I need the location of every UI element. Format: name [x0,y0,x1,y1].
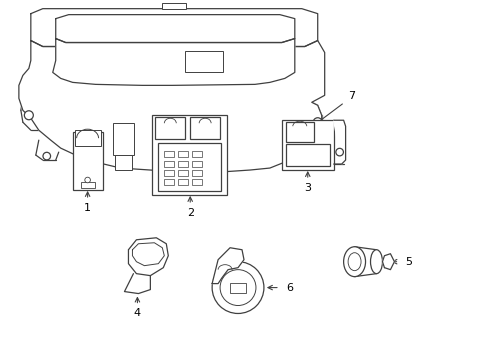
Bar [178,170,188,176]
Bar [192,179,202,185]
Bar [286,144,330,166]
Bar [164,161,174,167]
Circle shape [313,118,322,127]
Bar [155,123,177,155]
Bar [157,155,175,170]
Ellipse shape [348,253,361,271]
Polygon shape [53,39,295,85]
Bar [286,122,314,142]
Bar [164,179,174,185]
Circle shape [212,262,264,314]
Polygon shape [128,238,168,276]
Text: 1: 1 [84,203,91,213]
Circle shape [336,148,343,156]
Bar [178,151,188,157]
Polygon shape [124,274,150,293]
Text: 4: 4 [134,309,141,319]
Bar [164,170,174,176]
Circle shape [85,177,90,183]
Text: 5: 5 [405,257,412,267]
Polygon shape [56,15,295,42]
Bar [178,179,188,185]
Bar [282,120,334,170]
Bar [164,151,174,157]
Bar [200,155,218,170]
Polygon shape [334,120,345,164]
Bar [185,50,223,72]
Text: 3: 3 [304,183,311,193]
Bar [178,161,188,167]
Polygon shape [132,243,164,266]
Bar [192,170,202,176]
Bar [192,151,202,157]
Bar [158,143,221,191]
Bar [192,161,202,167]
Polygon shape [19,41,325,172]
Text: 2: 2 [187,208,194,218]
Text: 6: 6 [286,283,294,293]
Bar [113,123,134,155]
Text: 7: 7 [348,91,355,101]
Bar [198,123,220,155]
Circle shape [220,270,256,306]
Ellipse shape [343,247,366,276]
Bar [115,155,132,170]
Bar [74,130,100,146]
Bar [152,115,227,195]
Ellipse shape [370,250,383,274]
Polygon shape [212,248,244,284]
Circle shape [304,151,312,159]
Circle shape [24,111,33,120]
Polygon shape [383,254,394,270]
Bar [230,283,246,293]
Bar [73,132,102,190]
Bar [190,117,220,139]
Bar [81,182,95,188]
Bar [162,3,186,9]
Circle shape [43,152,50,160]
Polygon shape [31,9,318,46]
Bar [155,117,185,139]
